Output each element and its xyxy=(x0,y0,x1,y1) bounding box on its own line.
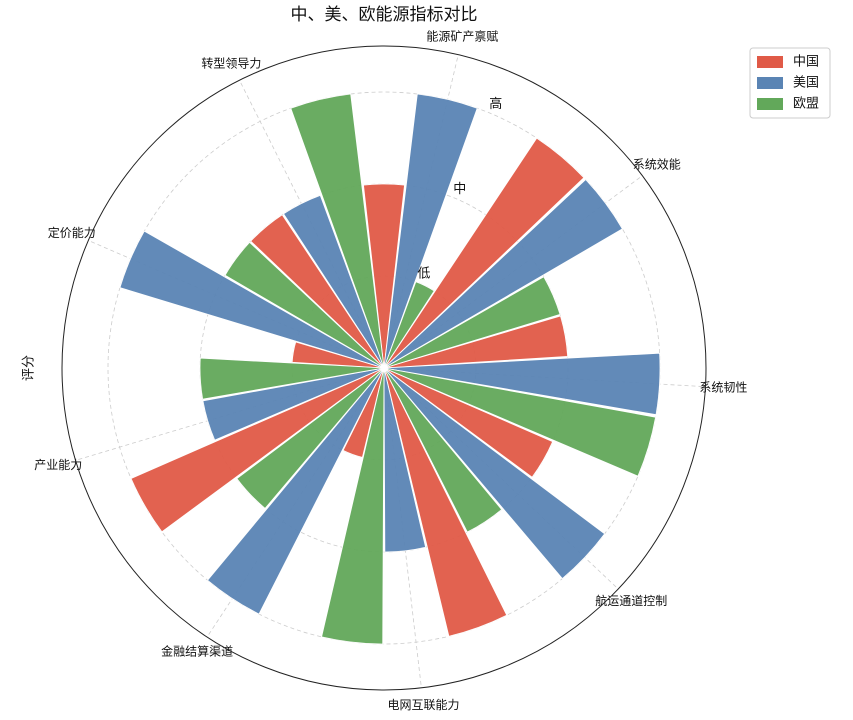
legend-swatch xyxy=(757,56,783,68)
bar xyxy=(207,367,385,615)
category-label: 定价能力 xyxy=(48,225,96,240)
chart-title: 中、美、欧能源指标对比 xyxy=(291,5,478,25)
bar xyxy=(383,137,585,369)
bar xyxy=(283,194,385,369)
outer-circle xyxy=(61,45,707,691)
bar xyxy=(202,367,385,441)
bar xyxy=(383,367,427,553)
bar xyxy=(236,367,385,509)
bar xyxy=(383,367,508,637)
r-tick-label: 中 xyxy=(453,182,466,197)
bar xyxy=(224,241,385,369)
bar xyxy=(383,367,554,478)
category-label: 转型领导力 xyxy=(201,56,261,71)
bar xyxy=(119,230,385,369)
y-axis-label: 评分 xyxy=(22,355,37,381)
category-label: 系统效能 xyxy=(633,156,681,171)
category-label: 航运通道控制 xyxy=(595,593,667,608)
category-label: 电网互联能力 xyxy=(387,698,459,712)
bar xyxy=(321,367,385,645)
bar xyxy=(291,341,385,369)
bar xyxy=(383,178,623,369)
legend-label: 欧盟 xyxy=(793,97,819,112)
bar xyxy=(250,214,385,369)
bar xyxy=(342,367,385,458)
legend-swatch xyxy=(757,98,783,110)
bar xyxy=(130,367,385,533)
r-tick-label: 低 xyxy=(417,267,430,282)
legend-label: 中国 xyxy=(793,55,819,70)
bar xyxy=(383,93,478,369)
bar xyxy=(383,367,503,533)
bar xyxy=(383,276,561,369)
bar xyxy=(290,93,385,369)
bar xyxy=(383,315,569,369)
bar xyxy=(363,183,405,369)
category-label: 系统韧性 xyxy=(699,380,747,394)
bar xyxy=(383,367,657,477)
category-label: 产业能力 xyxy=(34,458,82,472)
category-label: 能源矿产禀赋 xyxy=(426,29,498,44)
legend-label: 美国 xyxy=(793,76,819,91)
r-tick-label: 高 xyxy=(489,96,502,112)
legend-swatch xyxy=(757,77,783,89)
bar xyxy=(383,367,606,580)
bar xyxy=(383,352,661,416)
bar xyxy=(199,357,385,400)
category-label: 金融结算渠道 xyxy=(161,644,233,659)
bar xyxy=(383,281,435,369)
